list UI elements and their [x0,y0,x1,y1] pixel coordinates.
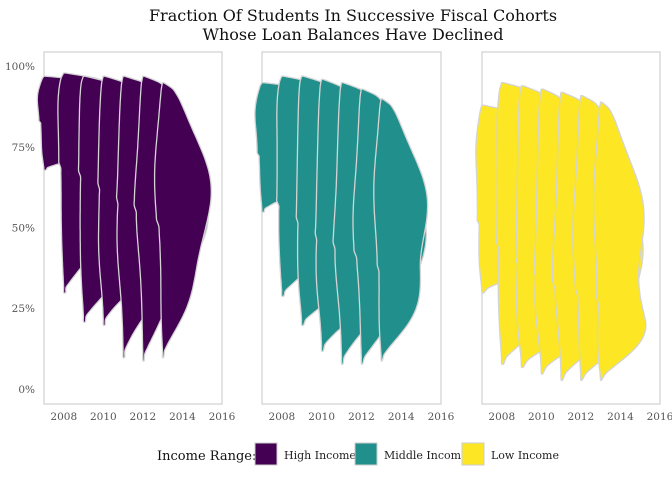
panel-high-income: 2008 2010 2012 2014 2016 [36,51,236,423]
chart-title-line-1: Fraction Of Students In Successive Fisca… [149,6,557,25]
legend-label: Low Income [491,449,559,462]
chart-title-line-2: Whose Loan Balances Have Declined [203,25,504,44]
panels: 2008 2010 2012 2014 2016 2008 2010 2012 2014 2016… [36,51,672,423]
legend-title: Income Range: [157,449,256,464]
x-tick-label: 2010 [90,411,117,423]
x-tick-label: 2012 [568,411,595,423]
x-tick-label: 2014 [169,411,196,423]
x-tick-label: 2008 [269,411,296,423]
x-tick-label: 2008 [50,411,77,423]
x-tick-label: 2012 [348,411,375,423]
x-tick-label: 2014 [607,411,634,423]
x-tick-label: 2012 [130,411,157,423]
legend-swatch [461,442,485,466]
x-tick-label: 2014 [388,411,415,423]
x-tick-label: 2010 [308,411,335,423]
legend-label: Middle Income [384,449,468,462]
violin-cohort-2013 [592,101,647,382]
legend: Income Range: High Income Middle Income Low… [157,442,559,466]
x-tick-label: 2016 [428,411,455,423]
violin-cohort-2013 [153,82,212,359]
y-tick-label: 25% [12,303,35,315]
x-tick-label: 2010 [528,411,555,423]
y-tick-label: 50% [12,223,35,235]
y-axis: 0% 25% 50% 75% 100% [5,61,35,396]
violin-cohort-2013 [373,98,429,362]
y-tick-label: 0% [18,384,35,396]
y-tick-label: 75% [12,142,35,154]
legend-label: High Income [284,449,356,462]
x-tick-label: 2008 [488,411,515,423]
legend-swatch [354,442,378,466]
legend-swatch [254,442,278,466]
x-tick-label: 2016 [209,411,236,423]
y-tick-label: 100% [5,61,35,73]
panel-low-income: 2008 2010 2012 2014 2016 [475,51,672,423]
panel-middle-income: 2008 2010 2012 2014 2016 [254,51,455,423]
x-tick-label: 2016 [647,411,672,423]
